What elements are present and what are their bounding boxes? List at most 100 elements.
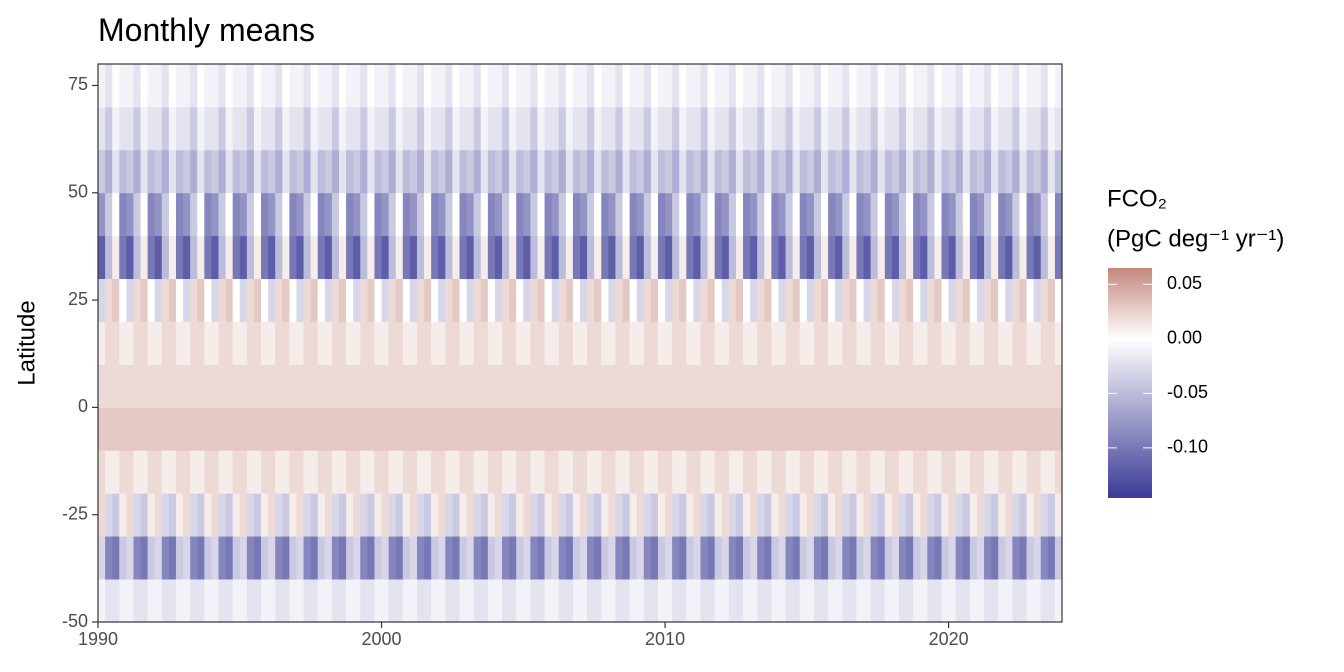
heatmap-cell xyxy=(1047,235,1056,280)
heatmap-cell xyxy=(374,450,382,494)
heatmap-cell xyxy=(615,493,623,537)
heatmap-cell xyxy=(657,321,666,365)
heatmap-cell xyxy=(906,364,914,408)
heatmap-cell xyxy=(884,536,893,580)
heatmap-cell xyxy=(643,450,652,494)
heatmap-cell xyxy=(1033,536,1042,580)
heatmap-cell xyxy=(239,493,248,537)
heatmap-cell xyxy=(735,149,744,194)
heatmap-cell xyxy=(813,493,822,537)
heatmap-cell xyxy=(487,149,496,194)
heatmap-cell xyxy=(480,192,489,237)
heatmap-cell xyxy=(672,493,680,537)
heatmap-cell xyxy=(310,149,319,194)
heatmap-cell xyxy=(523,450,531,494)
heatmap-cell xyxy=(331,106,340,151)
heatmap-cell xyxy=(239,278,248,322)
heatmap-cell xyxy=(572,321,581,365)
heatmap-cell xyxy=(622,364,631,408)
heatmap-cell xyxy=(509,278,517,322)
heatmap-cell xyxy=(161,579,170,623)
heatmap-cell xyxy=(466,364,475,408)
heatmap-cell xyxy=(431,192,439,237)
heatmap-cell xyxy=(665,321,673,365)
heatmap-cell xyxy=(494,364,503,408)
heatmap-cell xyxy=(438,407,446,451)
heatmap-cell xyxy=(998,106,1006,151)
heatmap-cell xyxy=(962,579,971,623)
heatmap-cell xyxy=(374,321,382,365)
heatmap-cell xyxy=(459,364,467,408)
heatmap-cell xyxy=(268,450,276,494)
heatmap-cell xyxy=(572,149,581,194)
heatmap-cell xyxy=(374,235,382,280)
heatmap-cell xyxy=(1005,235,1013,280)
heatmap-cell xyxy=(821,407,829,451)
heatmap-cell xyxy=(161,364,170,408)
heatmap-cell xyxy=(948,536,957,580)
heatmap-cell xyxy=(665,407,673,451)
heatmap-cell xyxy=(998,149,1006,194)
heatmap-cell xyxy=(317,450,326,494)
heatmap-cell xyxy=(232,407,241,451)
heatmap-cell xyxy=(835,235,843,280)
heatmap-cell xyxy=(608,64,616,108)
heatmap-cell xyxy=(962,321,971,365)
heatmap-cell xyxy=(629,536,638,580)
heatmap-cell xyxy=(232,149,241,194)
heatmap-cell xyxy=(473,364,482,408)
heatmap-cell xyxy=(580,536,588,580)
heatmap-cell xyxy=(806,321,815,365)
heatmap-cell xyxy=(140,579,149,623)
heatmap-cell xyxy=(416,450,425,494)
heatmap-cell xyxy=(792,106,801,151)
heatmap-cell xyxy=(360,106,368,151)
heatmap-cell xyxy=(523,493,531,537)
heatmap-cell xyxy=(523,536,531,580)
heatmap-cell xyxy=(317,321,326,365)
heatmap-cell xyxy=(523,364,531,408)
heatmap-cell xyxy=(310,192,319,237)
heatmap-cell xyxy=(232,192,241,237)
heatmap-cell xyxy=(537,493,545,537)
heatmap-cell xyxy=(842,278,850,322)
heatmap-cell xyxy=(282,536,290,580)
heatmap-cell xyxy=(268,579,276,623)
heatmap-cell xyxy=(657,407,666,451)
heatmap-cell xyxy=(601,192,609,237)
heatmap-cell xyxy=(509,450,517,494)
heatmap-cell xyxy=(466,64,475,108)
heatmap-cell xyxy=(275,149,283,194)
heatmap-cell xyxy=(289,192,297,237)
heatmap-cell xyxy=(913,64,921,108)
heatmap-cell xyxy=(431,579,439,623)
heatmap-cell xyxy=(969,149,978,194)
heatmap-cell xyxy=(112,278,120,322)
heatmap-cell xyxy=(948,235,957,280)
heatmap-cell xyxy=(969,106,978,151)
heatmap-cell xyxy=(275,493,283,537)
heatmap-cell xyxy=(686,235,694,280)
heatmap-cell xyxy=(317,106,326,151)
heatmap-cell xyxy=(1012,321,1020,365)
heatmap-cell xyxy=(891,364,900,408)
heatmap-cell xyxy=(126,278,134,322)
heatmap-cell xyxy=(672,450,680,494)
heatmap-cell xyxy=(714,579,723,623)
heatmap-cell xyxy=(502,106,510,151)
heatmap-cell xyxy=(289,321,297,365)
heatmap-cell xyxy=(587,278,595,322)
heatmap-cell xyxy=(183,278,191,322)
heatmap-cell xyxy=(906,278,914,322)
heatmap-cell xyxy=(558,364,567,408)
heatmap-cell xyxy=(424,450,432,494)
heatmap-cell xyxy=(402,536,411,580)
heatmap-cell xyxy=(502,192,510,237)
colorbar-label: 0.05 xyxy=(1167,273,1202,293)
heatmap-cell xyxy=(672,149,680,194)
heatmap-cell xyxy=(218,536,226,580)
heatmap-cell xyxy=(1019,579,1027,623)
heatmap-cell xyxy=(849,321,857,365)
heatmap-cell xyxy=(537,192,545,237)
heatmap-cell xyxy=(551,579,560,623)
